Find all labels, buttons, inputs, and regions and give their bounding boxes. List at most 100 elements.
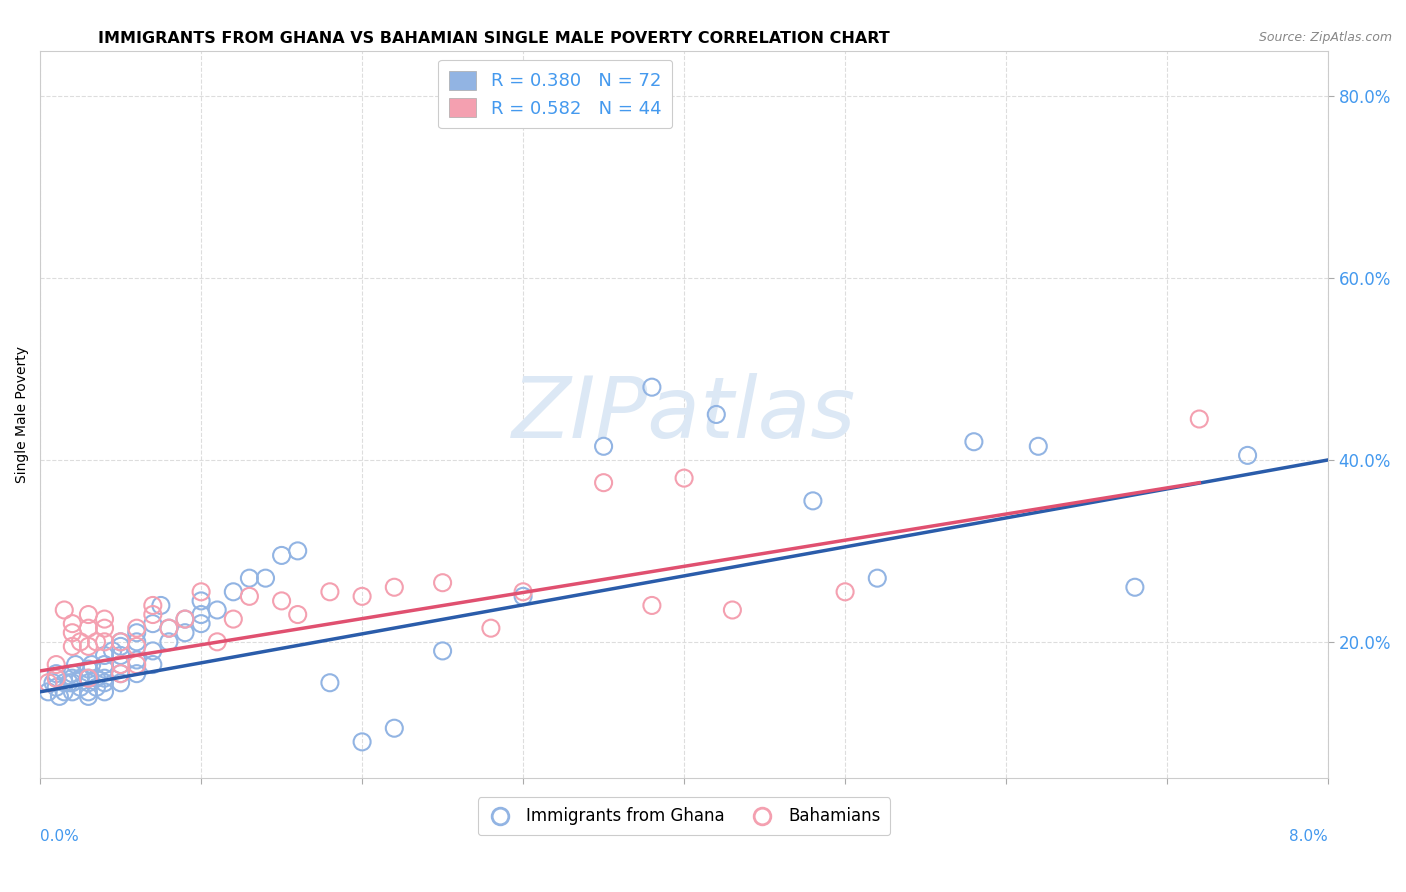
Point	[101, 644, 124, 658]
Point	[77, 690, 100, 704]
Point	[142, 607, 165, 622]
Point	[93, 621, 115, 635]
Point	[125, 666, 148, 681]
Point	[65, 657, 87, 672]
Point	[142, 616, 165, 631]
Point	[287, 607, 309, 622]
Point	[174, 612, 197, 626]
Point	[77, 640, 100, 654]
Point	[77, 671, 100, 685]
Y-axis label: Single Male Poverty: Single Male Poverty	[15, 346, 30, 483]
Point	[110, 640, 132, 654]
Point	[721, 603, 744, 617]
Point	[352, 735, 374, 749]
Point	[142, 657, 165, 672]
Point	[110, 666, 132, 681]
Point	[125, 653, 148, 667]
Point	[93, 648, 115, 663]
Point	[37, 675, 59, 690]
Legend: Immigrants from Ghana, Bahamians: Immigrants from Ghana, Bahamians	[478, 797, 890, 836]
Point	[319, 584, 342, 599]
Point	[93, 612, 115, 626]
Point	[53, 685, 76, 699]
Point	[77, 685, 100, 699]
Point	[834, 584, 856, 599]
Point	[110, 657, 132, 672]
Point	[110, 657, 132, 672]
Point	[42, 675, 65, 690]
Point	[254, 571, 277, 585]
Point	[142, 644, 165, 658]
Point	[238, 590, 260, 604]
Point	[222, 612, 245, 626]
Point	[479, 621, 502, 635]
Point	[45, 671, 67, 685]
Point	[270, 594, 292, 608]
Point	[48, 690, 70, 704]
Point	[432, 644, 454, 658]
Point	[157, 621, 180, 635]
Point	[352, 590, 374, 604]
Point	[69, 671, 91, 685]
Point	[866, 571, 889, 585]
Point	[238, 571, 260, 585]
Point	[93, 635, 115, 649]
Point	[190, 584, 212, 599]
Point	[77, 607, 100, 622]
Point	[1123, 580, 1146, 594]
Point	[190, 616, 212, 631]
Point	[592, 475, 614, 490]
Point	[60, 616, 83, 631]
Point	[53, 603, 76, 617]
Point	[174, 625, 197, 640]
Point	[592, 439, 614, 453]
Point	[93, 662, 115, 676]
Point	[704, 408, 727, 422]
Point	[86, 635, 108, 649]
Point	[93, 675, 115, 690]
Text: IMMIGRANTS FROM GHANA VS BAHAMIAN SINGLE MALE POVERTY CORRELATION CHART: IMMIGRANTS FROM GHANA VS BAHAMIAN SINGLE…	[98, 31, 890, 46]
Point	[86, 681, 108, 695]
Point	[110, 675, 132, 690]
Point	[125, 640, 148, 654]
Point	[673, 471, 696, 485]
Point	[149, 599, 172, 613]
Point	[222, 584, 245, 599]
Point	[60, 666, 83, 681]
Point	[963, 434, 986, 449]
Point	[60, 640, 83, 654]
Point	[157, 635, 180, 649]
Point	[93, 657, 115, 672]
Point	[86, 671, 108, 685]
Text: 0.0%: 0.0%	[41, 830, 79, 844]
Text: Source: ZipAtlas.com: Source: ZipAtlas.com	[1258, 31, 1392, 45]
Point	[60, 671, 83, 685]
Point	[287, 544, 309, 558]
Point	[432, 575, 454, 590]
Point	[69, 635, 91, 649]
Point	[125, 657, 148, 672]
Point	[110, 635, 132, 649]
Point	[190, 607, 212, 622]
Point	[110, 666, 132, 681]
Point	[45, 666, 67, 681]
Point	[77, 621, 100, 635]
Point	[45, 657, 67, 672]
Point	[801, 494, 824, 508]
Point	[1188, 412, 1211, 426]
Point	[641, 599, 664, 613]
Point	[205, 603, 228, 617]
Point	[641, 380, 664, 394]
Point	[60, 685, 83, 699]
Point	[142, 599, 165, 613]
Point	[93, 685, 115, 699]
Point	[80, 657, 103, 672]
Point	[319, 675, 342, 690]
Point	[174, 612, 197, 626]
Point	[77, 662, 100, 676]
Point	[157, 621, 180, 635]
Point	[270, 549, 292, 563]
Point	[382, 580, 405, 594]
Point	[45, 671, 67, 685]
Text: 8.0%: 8.0%	[1289, 830, 1329, 844]
